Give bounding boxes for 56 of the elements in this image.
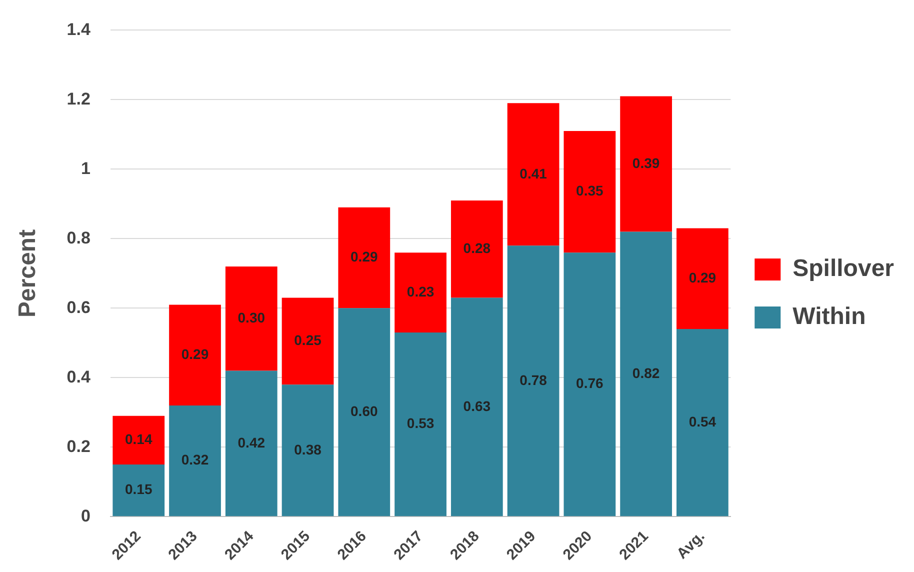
bar <box>338 308 390 516</box>
bar <box>564 130 616 253</box>
data-label: 0.14 <box>125 431 152 448</box>
data-label: 0.29 <box>688 270 716 286</box>
data-label: 0.29 <box>350 248 378 265</box>
bar <box>338 207 390 308</box>
x-tick-label: Avg. <box>674 528 708 562</box>
y-tick-label: 1.4 <box>66 20 91 39</box>
data-label: 0.38 <box>294 441 322 458</box>
bar <box>169 304 221 406</box>
y-tick-label: 1 <box>80 158 90 178</box>
y-tick-label: 0 <box>80 506 90 526</box>
bar <box>507 246 560 516</box>
y-tick-label: 0.8 <box>66 228 90 248</box>
bar <box>112 416 165 465</box>
bar <box>394 252 446 333</box>
legend-label: Within <box>792 303 866 330</box>
data-label: 0.23 <box>406 283 434 300</box>
y-tick-label: 0.6 <box>66 298 90 317</box>
bar <box>169 405 221 516</box>
data-label: 0.29 <box>181 346 209 362</box>
data-label: 0.42 <box>238 434 266 450</box>
bar <box>112 464 165 516</box>
bar <box>225 266 278 371</box>
data-label: 0.41 <box>520 165 548 182</box>
bar <box>676 329 728 516</box>
data-label: 0.32 <box>181 452 209 468</box>
data-label: 0.60 <box>350 403 378 420</box>
bar <box>564 252 616 516</box>
bar <box>450 298 503 516</box>
bar <box>450 200 503 298</box>
data-label: 0.63 <box>463 398 491 414</box>
data-label: 0.53 <box>406 415 434 432</box>
data-label: 0.28 <box>463 240 491 256</box>
bar <box>507 103 560 246</box>
data-label: 0.25 <box>294 332 322 348</box>
data-label: 0.54 <box>688 413 716 430</box>
y-tick-label: 1.2 <box>66 89 90 108</box>
data-label: 0.39 <box>632 154 660 171</box>
data-label: 0.78 <box>520 372 548 388</box>
bar <box>620 96 672 232</box>
bar <box>676 228 728 330</box>
data-label: 0.35 <box>576 182 604 199</box>
legend-label: Spillover <box>792 255 894 282</box>
y-tick-label: 0.4 <box>66 367 91 386</box>
bar <box>282 384 334 516</box>
data-label: 0.76 <box>576 375 604 392</box>
bar <box>225 370 278 516</box>
data-label: 0.30 <box>238 309 266 326</box>
bar <box>394 332 446 516</box>
bar <box>282 298 334 385</box>
y-axis-title: Percent <box>14 229 42 318</box>
data-label: 0.15 <box>125 481 152 498</box>
bar <box>620 232 672 516</box>
y-tick-label: 0.2 <box>66 436 90 456</box>
data-label: 0.82 <box>632 364 660 381</box>
